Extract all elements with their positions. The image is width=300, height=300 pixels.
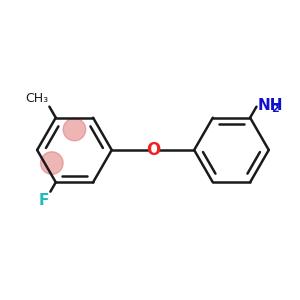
Text: O: O: [146, 141, 160, 159]
Text: NH: NH: [257, 98, 283, 113]
Circle shape: [63, 118, 86, 141]
Circle shape: [40, 152, 63, 174]
Text: 2: 2: [271, 104, 278, 114]
Text: CH₃: CH₃: [25, 92, 48, 105]
Text: F: F: [39, 193, 50, 208]
